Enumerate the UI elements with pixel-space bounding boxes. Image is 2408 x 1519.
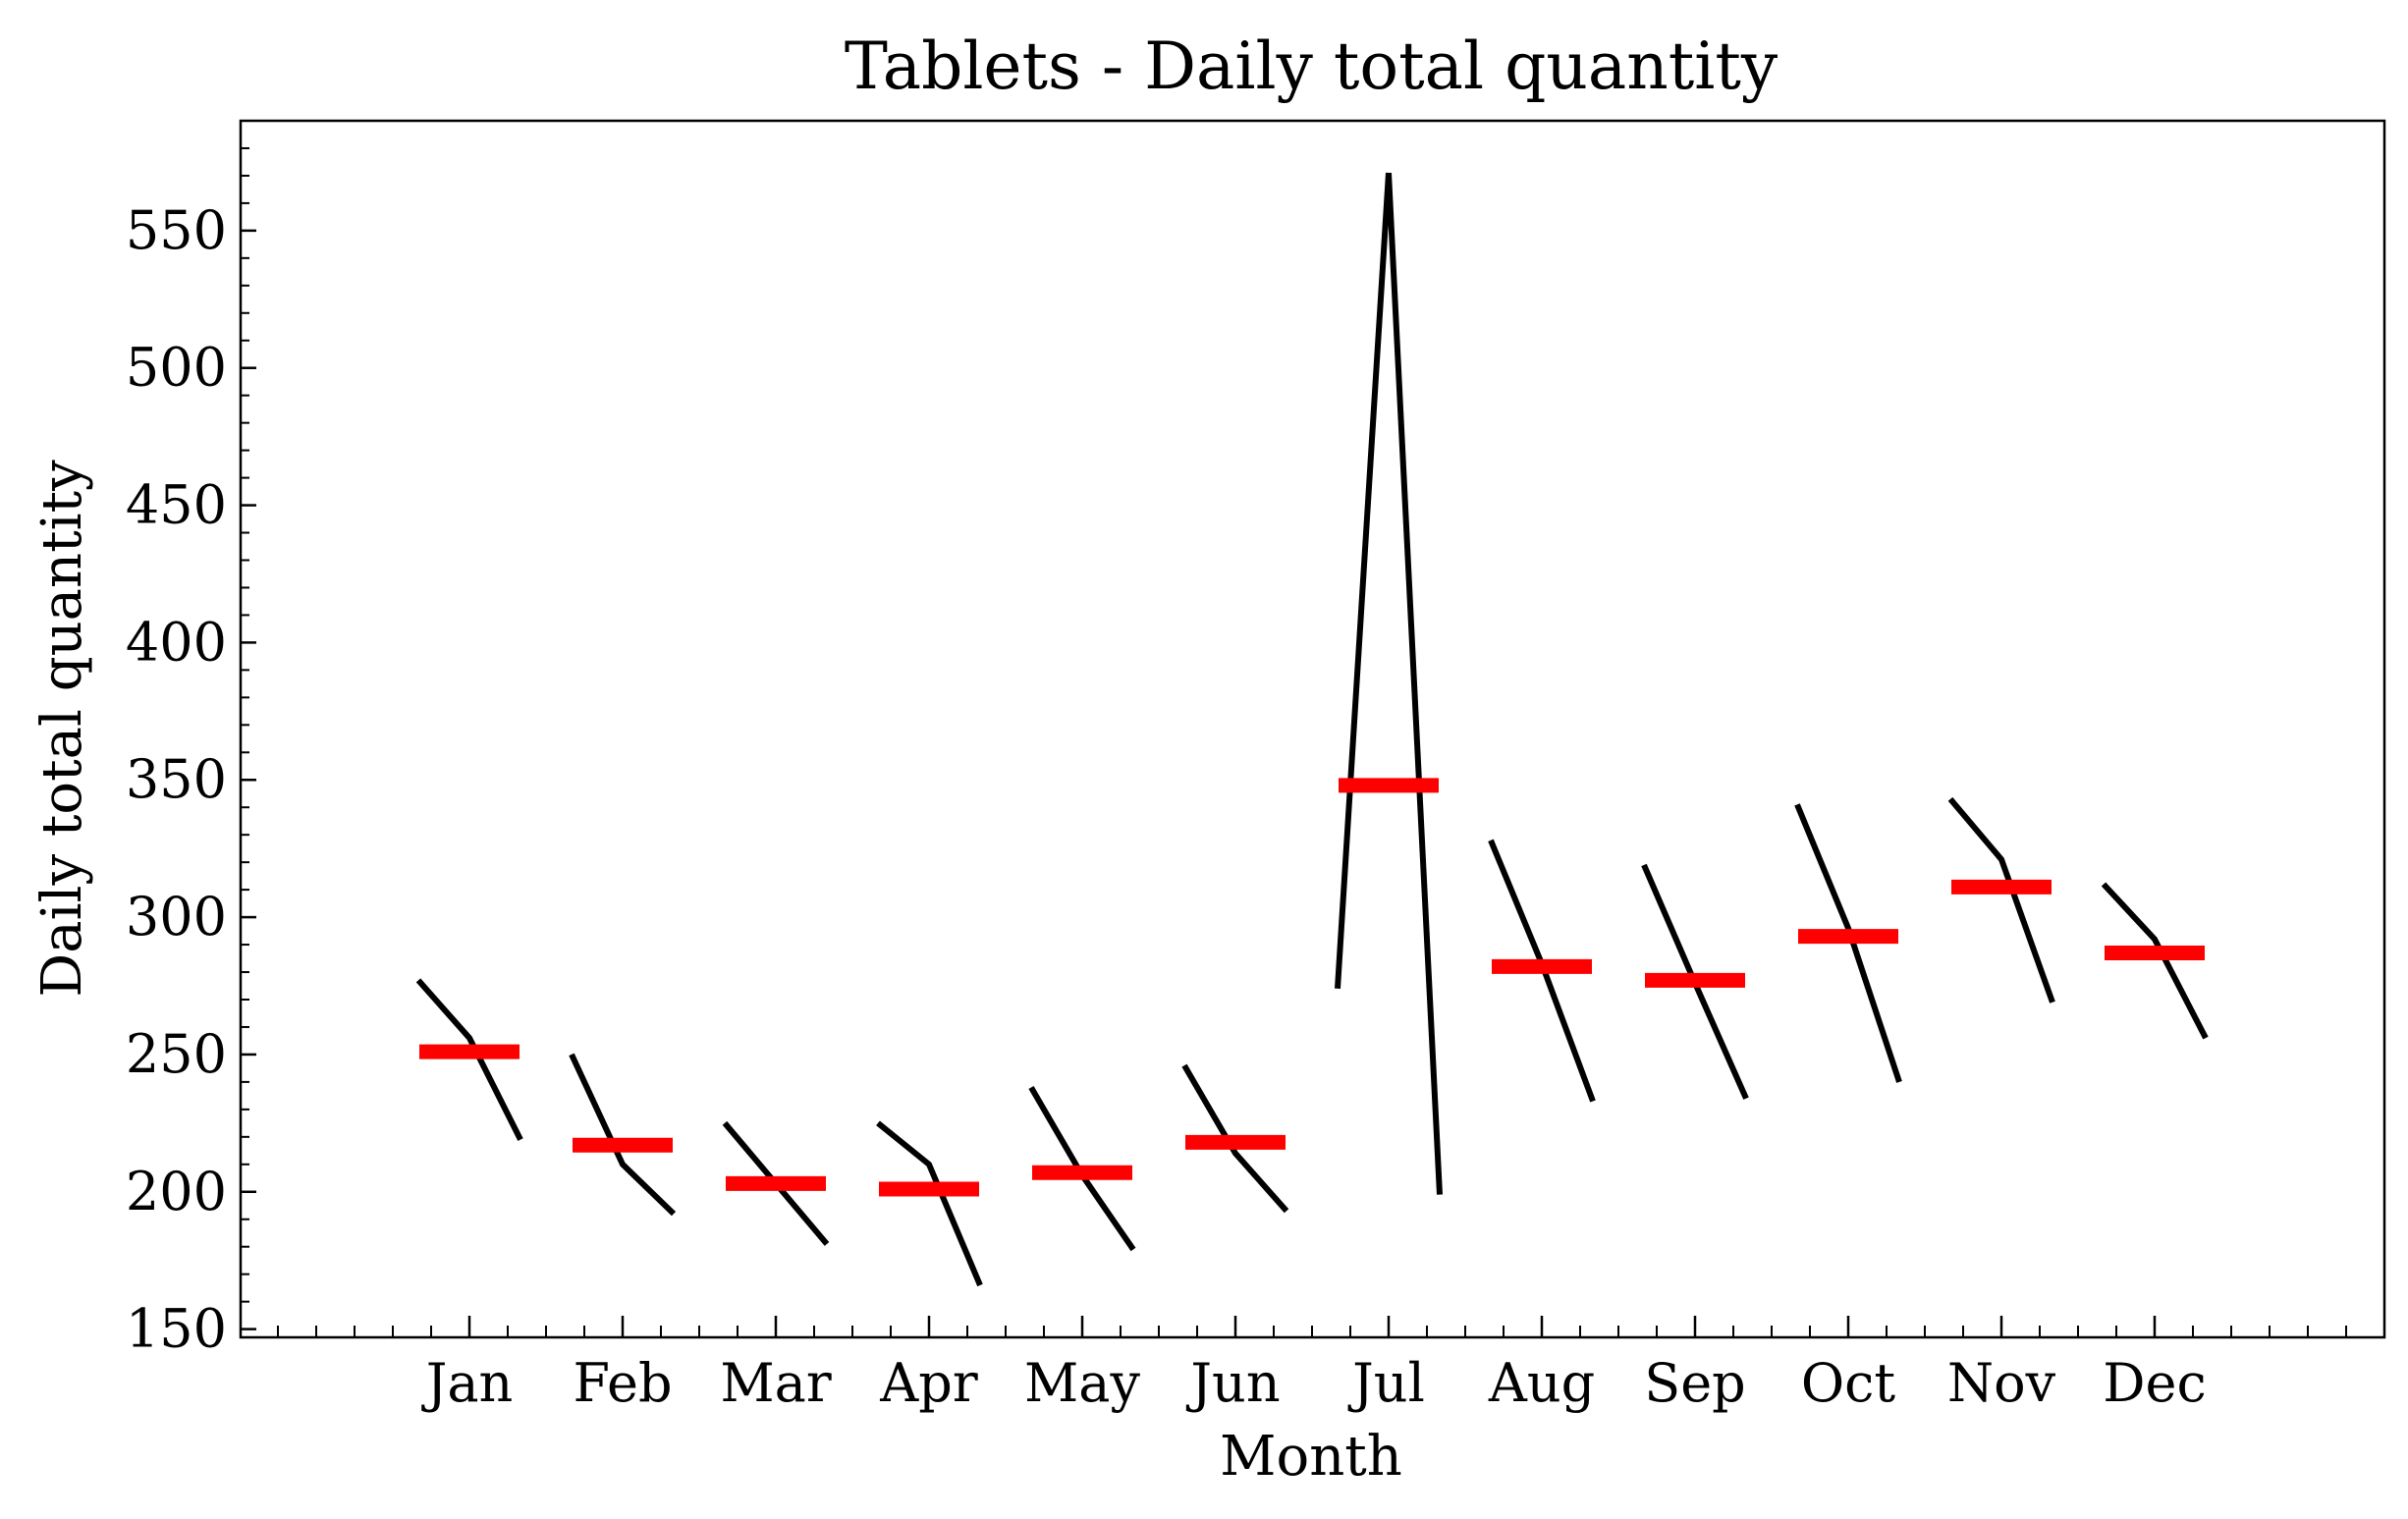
x-axis-label: Month [1220,1425,1402,1489]
y-tick-label: 400 [126,611,227,673]
y-tick-label: 500 [126,337,227,399]
x-tick-label: Mar [720,1352,831,1414]
plot-area [415,172,2209,1287]
subseries-line-dec [2101,882,2209,1040]
x-tick-label: Jun [1185,1352,1280,1414]
y-tick-label: 350 [126,748,227,810]
chart-title: Tablets - Daily total quantity [845,28,1779,104]
x-tick-label: Feb [573,1352,672,1414]
x-tick-label: Jan [421,1352,514,1414]
subseries-line-jan [415,978,523,1141]
y-axis-label: Daily total quantity [30,460,94,998]
x-tick-label: Oct [1801,1352,1896,1414]
plot-frame [239,119,2386,1339]
subseries-line-jul [1335,172,1443,1195]
subseries-line-oct [1794,803,1902,1083]
subseries-line-apr [876,1120,983,1287]
subseries-line-jun [1181,1063,1289,1214]
y-tick-label: 150 [126,1298,227,1360]
x-tick-label: Apr [879,1352,978,1414]
x-tick-label: Sep [1644,1352,1746,1414]
y-tick-label: 250 [126,1023,227,1085]
subseries-line-nov [1947,796,2055,1004]
x-tick-label: Dec [2103,1352,2207,1414]
y-tick-label: 450 [126,474,227,536]
subseries-line-feb [569,1053,677,1217]
y-tick-label: 550 [126,199,227,261]
x-tick-label: Jul [1347,1352,1425,1414]
x-tick-label: May [1024,1352,1140,1414]
axis-ticks: 150 200 250 300 350 400 450 500 550 Jan Feb Mar Apr M… [126,146,2347,1414]
y-tick-label: 300 [126,886,227,948]
x-tick-label: Nov [1947,1352,2056,1414]
y-tick-label: 200 [126,1161,227,1222]
x-tick-label: Aug [1488,1352,1595,1414]
